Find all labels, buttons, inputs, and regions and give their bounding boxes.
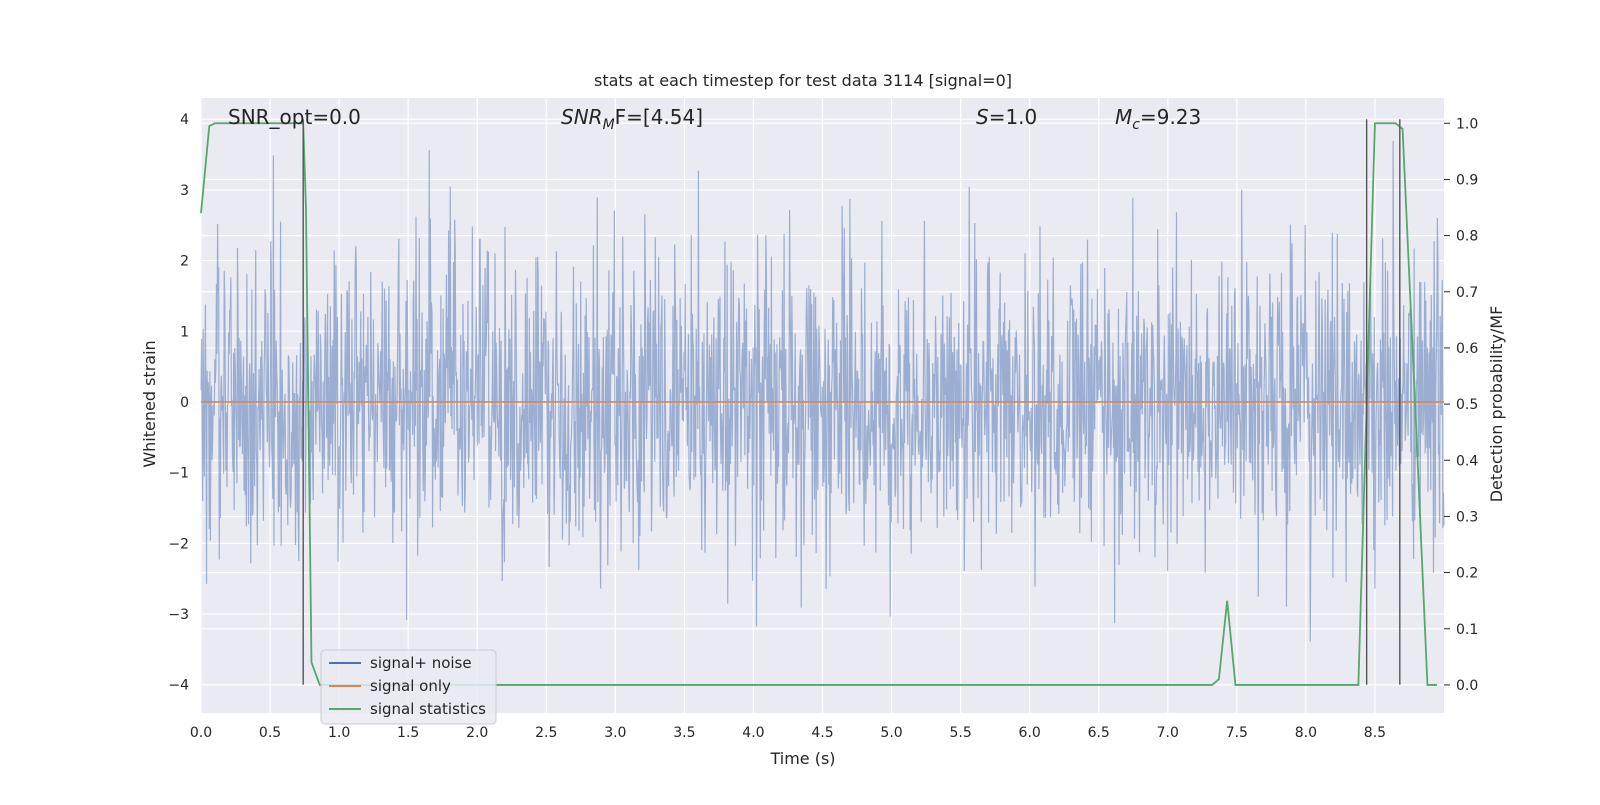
y-tick-label-right: 0.8 xyxy=(1456,229,1478,245)
x-tick-label: 2.0 xyxy=(466,725,488,741)
x-tick-label: 5.5 xyxy=(949,725,971,741)
y-tick-label-right: 0.0 xyxy=(1456,678,1478,694)
y-tick-label-right: 0.1 xyxy=(1456,622,1478,638)
x-tick-label: 2.5 xyxy=(535,725,557,741)
y-tick-label-left: −2 xyxy=(168,536,189,552)
y-tick-label-right: 0.5 xyxy=(1456,397,1478,413)
ticks: 0.0 0.5 1.0 1.5 2.0 2.5 3.0 3.5 4.0 4.5 5.0 5.5 6.0 6… xyxy=(168,112,1478,741)
y-tick-label-left: 2 xyxy=(180,254,189,270)
x-tick-label: 0.0 xyxy=(190,725,212,741)
legend: signal+ noise signal only signal statist… xyxy=(320,649,497,725)
x-tick-label: 8.0 xyxy=(1295,725,1317,741)
annotation-snr-opt: SNR_opt=0.0 xyxy=(228,105,361,129)
x-tick-label: 7.0 xyxy=(1157,725,1179,741)
x-tick-label: 6.0 xyxy=(1019,725,1041,741)
annotation-mc-base: M xyxy=(1115,105,1132,129)
legend-label-signal-noise: signal+ noise xyxy=(370,654,472,672)
annotation-snr-mf-sub: M xyxy=(603,117,615,133)
annotation-snr-mf-base: SNR xyxy=(561,105,603,129)
legend-label-signal-only: signal only xyxy=(370,677,451,695)
annotation-s-base: S xyxy=(976,105,989,129)
y-axis-label-right: Detection probability/MF xyxy=(1487,306,1506,503)
x-tick-label: 4.0 xyxy=(742,725,764,741)
annotation-snr-mf-rest: F=[4.54] xyxy=(615,105,703,129)
annotation-mc-rest: =9.23 xyxy=(1140,105,1201,129)
line-signal-noise xyxy=(200,141,1445,642)
y-axis-label-left: Whitened strain xyxy=(140,340,159,467)
y-tick-label-right: 0.3 xyxy=(1456,509,1478,525)
series-signal-noise xyxy=(200,141,1445,642)
y-tick-label-right: 0.6 xyxy=(1456,341,1478,357)
y-tick-label-left: −4 xyxy=(168,678,189,694)
y-tick-label-right: 0.7 xyxy=(1456,285,1478,301)
series-lines xyxy=(200,122,1444,686)
line-signal-statistics xyxy=(200,122,1438,686)
x-axis-label: Time (s) xyxy=(769,749,835,768)
annotation-mc-sub: c xyxy=(1132,117,1140,133)
y-tick-label-right: 0.2 xyxy=(1456,566,1478,582)
y-tick-label-left: 3 xyxy=(180,183,189,199)
y-tick-label-left: 0 xyxy=(180,395,189,411)
x-tick-label: 7.5 xyxy=(1226,725,1248,741)
x-tick-label: 4.5 xyxy=(811,725,833,741)
x-tick-label: 3.5 xyxy=(673,725,695,741)
y-tick-label-left: −1 xyxy=(168,466,189,482)
legend-box xyxy=(320,649,497,725)
chart-title: stats at each timestep for test data 311… xyxy=(594,71,1012,90)
annotation-s-rest: =1.0 xyxy=(989,105,1038,129)
y-tick-label-right: 0.9 xyxy=(1456,172,1478,188)
y-tick-label-right: 1.0 xyxy=(1456,116,1478,132)
annotation-snr-mf: SNRMF=[4.54] xyxy=(561,105,703,133)
x-tick-label: 0.5 xyxy=(259,725,281,741)
y-tick-label-right: 0.4 xyxy=(1456,453,1478,469)
x-tick-label: 5.0 xyxy=(880,725,902,741)
legend-label-signal-statistics: signal statistics xyxy=(370,700,486,718)
annotation-s: S=1.0 xyxy=(976,105,1037,129)
y-tick-label-left: 1 xyxy=(180,324,189,340)
x-tick-label: 8.5 xyxy=(1364,725,1386,741)
x-tick-label: 1.5 xyxy=(397,725,419,741)
y-tick-label-left: −3 xyxy=(168,607,189,623)
y-tick-label-left: 4 xyxy=(180,112,189,128)
x-tick-label: 1.0 xyxy=(328,725,350,741)
annotation-mc: Mc=9.23 xyxy=(1115,105,1201,133)
x-tick-label: 3.0 xyxy=(604,725,626,741)
x-tick-label: 6.5 xyxy=(1088,725,1110,741)
vertical-markers xyxy=(302,119,1401,685)
